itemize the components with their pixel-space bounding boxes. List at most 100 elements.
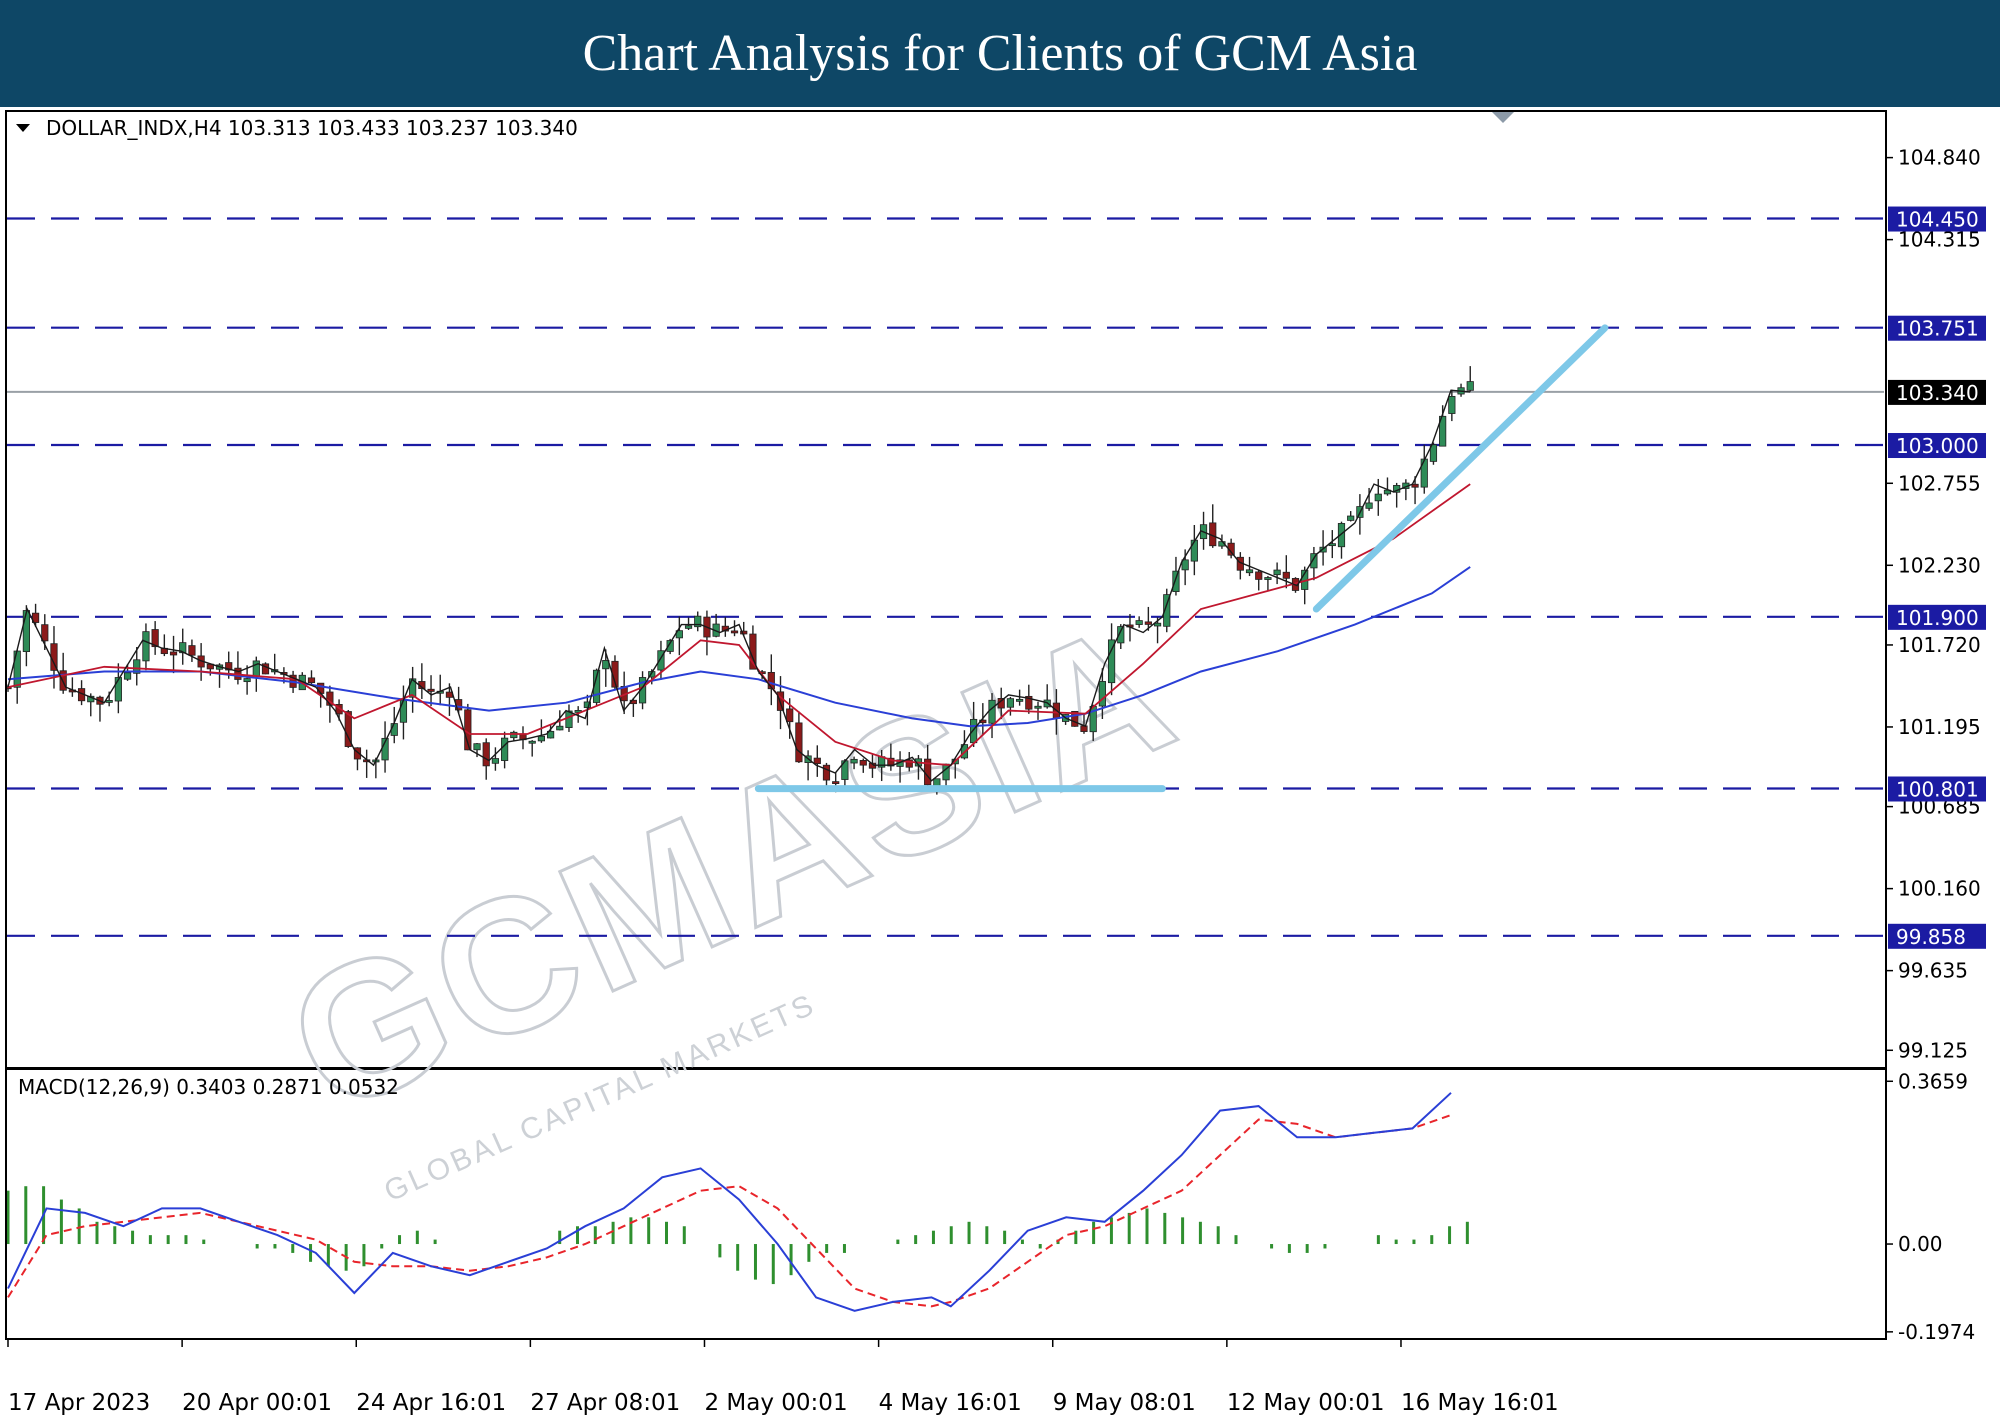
candle-body	[1006, 698, 1015, 708]
level-price-label: 103.751	[1896, 317, 1979, 341]
price-tick-label: 102.230	[1898, 553, 1981, 577]
macd-main-line	[7, 1092, 1452, 1312]
candle-body	[344, 711, 352, 747]
candle-body	[638, 677, 647, 704]
price-tick-label: 101.720	[1898, 633, 1981, 657]
candle-body	[970, 718, 978, 744]
candle-body	[225, 662, 233, 671]
candle-body	[546, 730, 555, 739]
candle-body	[133, 659, 141, 674]
price-tick-label: 102.755	[1898, 471, 1981, 495]
candle-body	[482, 742, 490, 767]
candle-body	[1098, 681, 1106, 707]
time-tick-label: 16 May 16:01	[1401, 1390, 1559, 1416]
price-tick-label: 101.195	[1898, 715, 1981, 739]
title-banner	[0, 0, 2000, 107]
time-tick-label: 12 May 00:01	[1227, 1390, 1385, 1416]
macd-indicator	[7, 1092, 1469, 1312]
candle-body	[1429, 444, 1438, 462]
candle-body	[657, 650, 665, 671]
level-price-label: 100.801	[1896, 777, 1979, 801]
candle-body	[583, 701, 591, 709]
candle-body	[114, 677, 122, 702]
price-tick-label: 99.635	[1898, 959, 1968, 983]
level-price-box	[1888, 776, 1986, 802]
candle-body	[243, 678, 251, 683]
level-price-label: 101.900	[1896, 606, 1979, 630]
candle-body	[666, 640, 674, 652]
candle-body	[1016, 698, 1024, 702]
candle-body	[188, 645, 196, 656]
candle-body	[767, 671, 775, 690]
candle-body	[1172, 570, 1180, 592]
candle-body	[1135, 620, 1143, 625]
level-price-box	[1888, 315, 1986, 341]
time-tick-label: 24 Apr 16:01	[356, 1390, 506, 1416]
candle-body	[390, 723, 398, 736]
candle-body	[1282, 571, 1290, 579]
candle-body	[510, 731, 518, 739]
level-price-label: 104.450	[1896, 208, 1979, 232]
candle-body	[740, 630, 748, 635]
macd-tick-label: -0.1974	[1898, 1320, 1975, 1344]
candle-body	[859, 760, 867, 766]
candle-body	[1439, 415, 1447, 447]
level-price-box	[1888, 206, 1986, 232]
candle-body	[1117, 626, 1125, 644]
candle-body	[1107, 639, 1116, 684]
candle-body	[409, 678, 417, 698]
close-line	[7, 389, 1471, 782]
candle-body	[988, 699, 996, 724]
candle-body	[905, 759, 913, 768]
candle-body	[179, 642, 187, 654]
candle-body	[813, 757, 821, 765]
candle-body	[795, 722, 803, 763]
time-tick-label: 2 May 00:01	[704, 1390, 847, 1416]
overlays	[7, 324, 1609, 793]
candle-body	[832, 781, 840, 785]
candle-body	[1365, 502, 1373, 509]
candle-body	[1466, 381, 1474, 391]
candle-body	[537, 735, 545, 742]
price-tick-label: 100.160	[1898, 877, 1981, 901]
time-tick-label: 17 Apr 2023	[8, 1390, 150, 1416]
candle-body	[31, 612, 40, 623]
candle-body	[1347, 515, 1355, 521]
candle-body	[822, 764, 831, 781]
candle-body	[41, 624, 49, 642]
candle-body	[1273, 569, 1281, 576]
time-axis: 17 Apr 2023 20 Apr 00:01 24 Apr 16:01 27 Ap…	[7, 1339, 1559, 1416]
candle-body	[1310, 553, 1318, 569]
chart-shift-marker-icon	[1492, 112, 1514, 123]
macd-tick-label: 0.00	[1898, 1232, 1943, 1256]
candle-body	[142, 631, 150, 662]
candle-body	[22, 610, 30, 652]
candle-body	[1034, 705, 1042, 709]
candle-body	[1190, 539, 1198, 562]
price-tick-label: 104.315	[1898, 228, 1981, 252]
candle-body	[399, 699, 408, 723]
time-tick-label: 20 Apr 00:01	[182, 1390, 332, 1416]
uptrend-line	[1312, 324, 1609, 613]
level-price-label: 99.858	[1896, 925, 1966, 949]
candle-body	[1448, 395, 1456, 414]
candle-body	[528, 740, 536, 744]
price-tick-label: 99.125	[1898, 1038, 1968, 1062]
dropdown-triangle-icon[interactable]	[16, 124, 30, 132]
candle-body	[1144, 621, 1152, 625]
main-pane-frame	[5, 110, 1887, 1069]
ma-slow-line	[7, 566, 1471, 728]
candle-body	[1163, 594, 1171, 627]
candle-body	[169, 651, 178, 656]
candle-body	[1255, 571, 1263, 580]
time-tick-label: 4 May 16:01	[879, 1390, 1022, 1416]
banner-title: Chart Analysis for Clients of GCM Asia	[582, 25, 1418, 82]
current-price-box	[1888, 379, 1986, 405]
candle-body	[1080, 725, 1088, 732]
candle-body	[353, 747, 362, 760]
candle-body	[684, 625, 693, 629]
candle-body	[1374, 493, 1382, 502]
candle-body	[694, 615, 702, 628]
macd-axis: 0.3659 0.00 -0.1974	[1886, 1069, 1975, 1344]
level-price-box	[1888, 604, 1986, 630]
